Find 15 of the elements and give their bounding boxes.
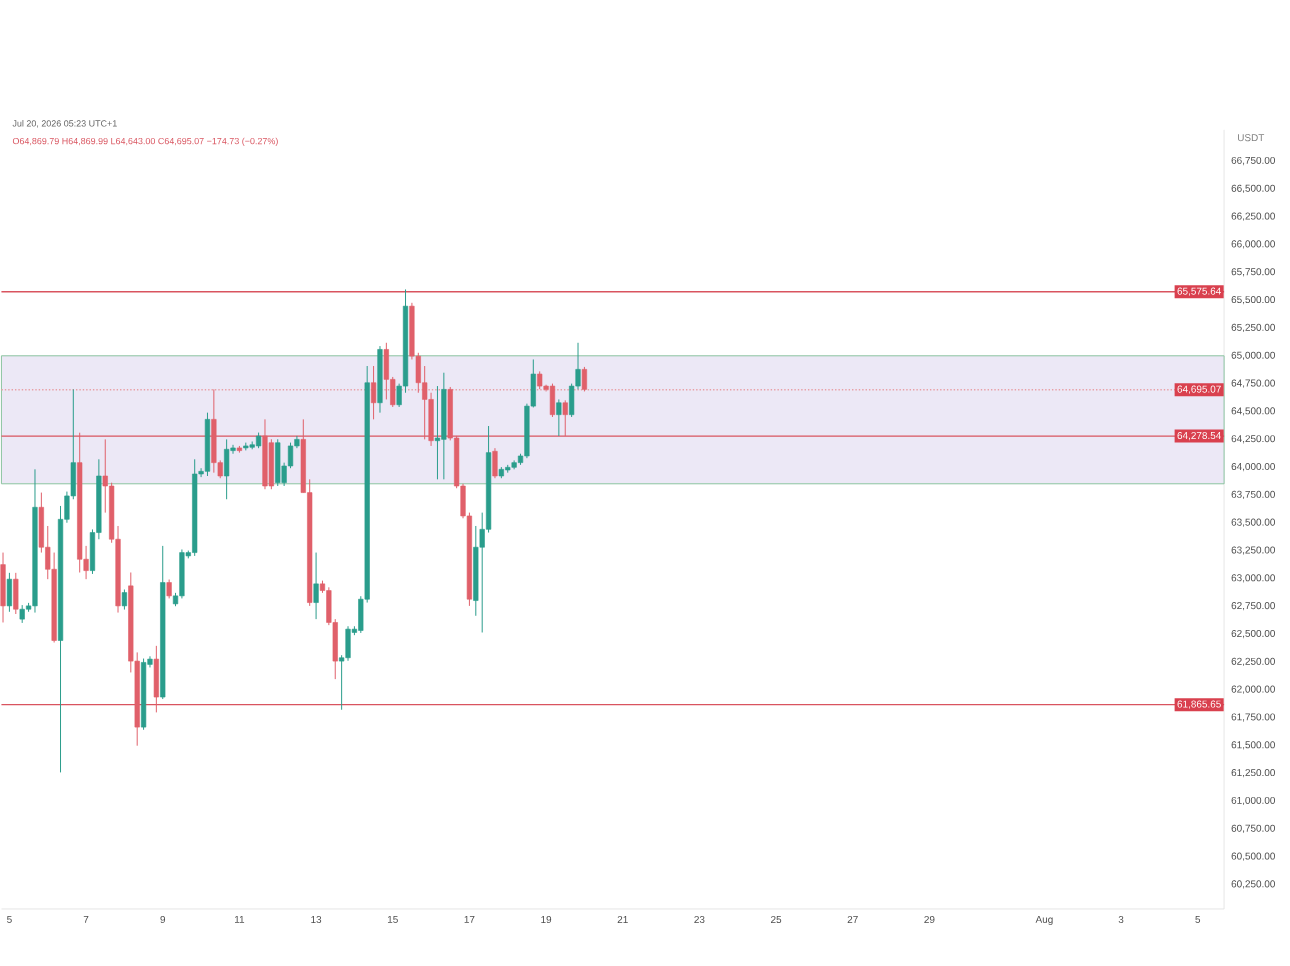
candlestick — [313, 551, 319, 620]
candlestick — [6, 571, 13, 612]
candlestick — [0, 551, 6, 623]
candlestick — [179, 548, 185, 599]
candlestick — [166, 578, 172, 599]
candlestick — [581, 365, 588, 392]
candlestick — [13, 571, 19, 615]
candlestick — [224, 438, 230, 500]
candlestick — [370, 365, 377, 420]
candlestick — [556, 398, 562, 437]
candlestick — [121, 588, 128, 610]
candlestick — [492, 447, 498, 479]
candlestick — [383, 341, 389, 400]
candlestick — [275, 438, 281, 487]
candlestick — [549, 382, 556, 418]
